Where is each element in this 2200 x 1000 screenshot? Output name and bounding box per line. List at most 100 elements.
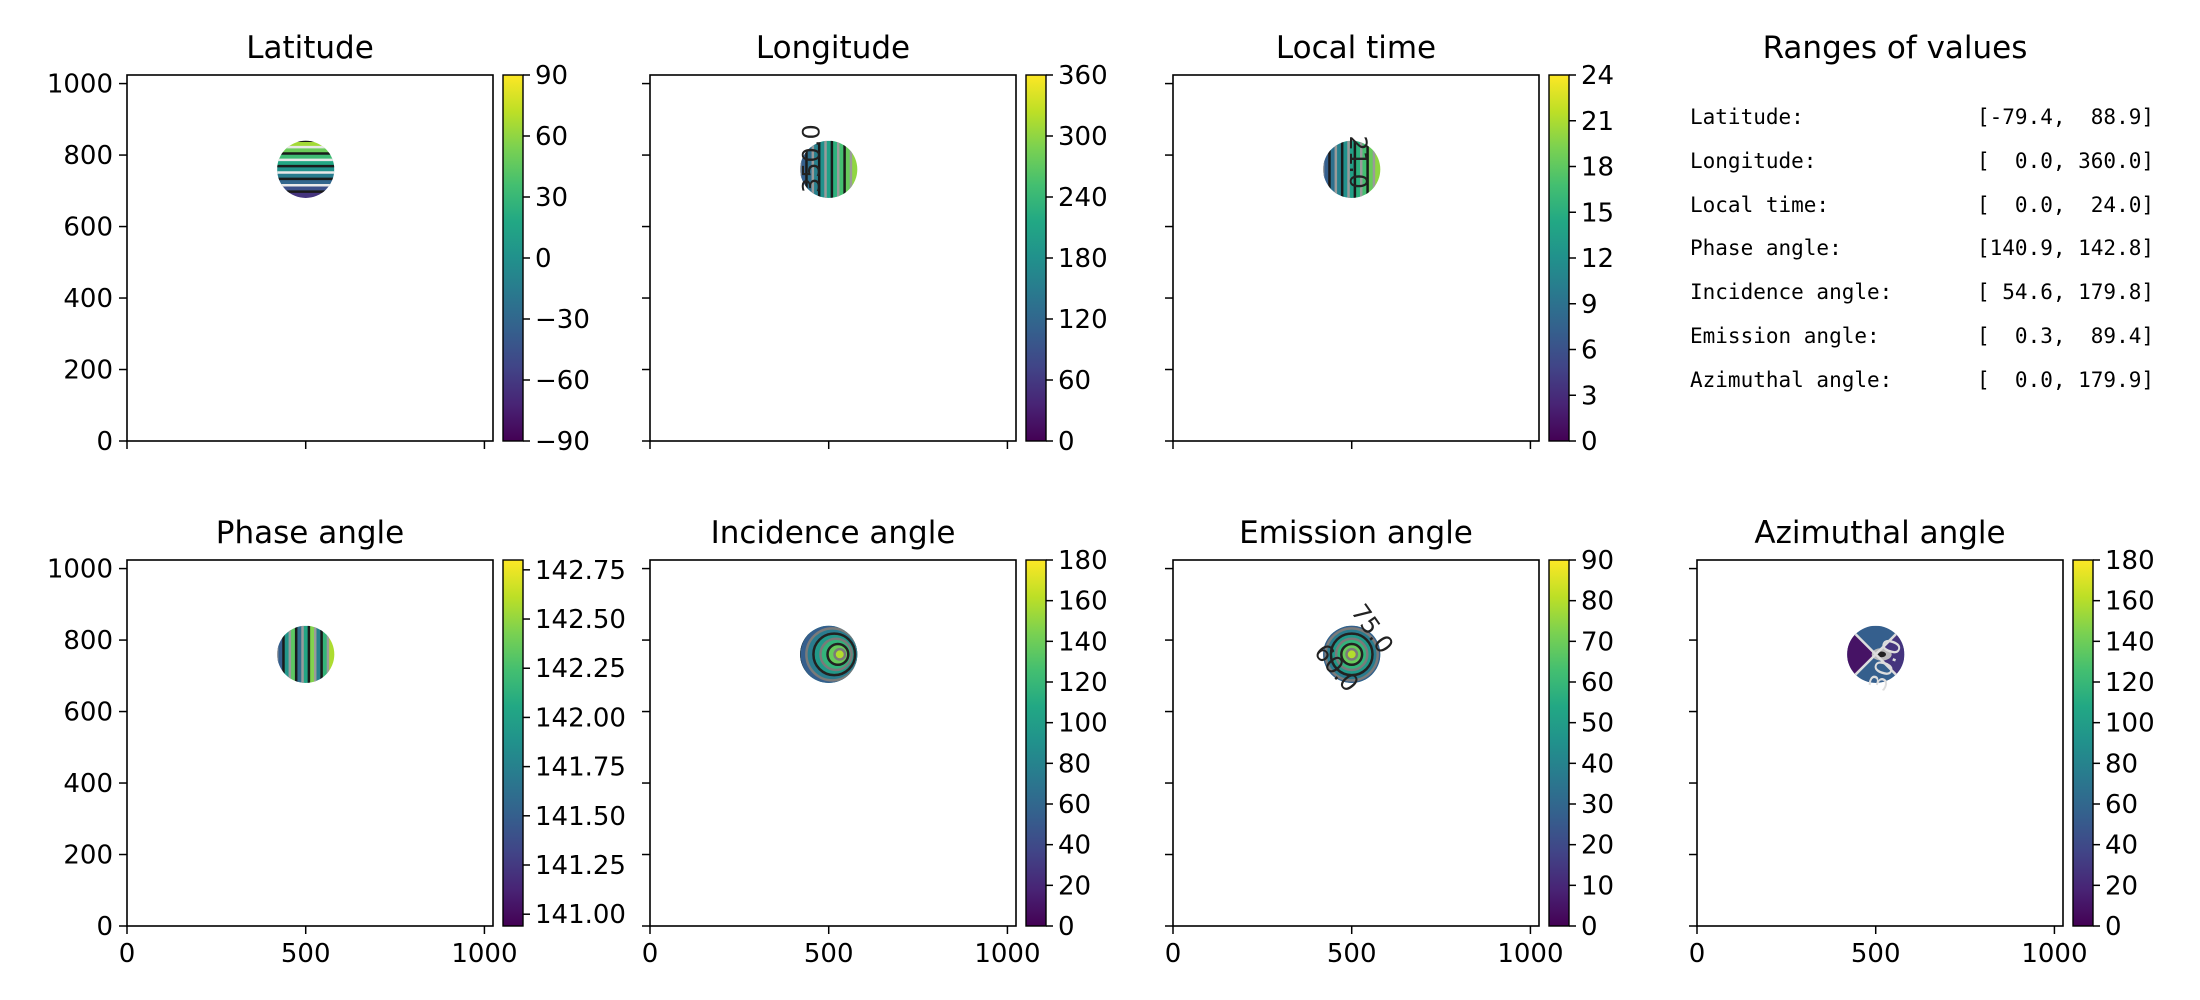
y-tick-label: 200 xyxy=(63,841,113,871)
colorbar-tick-label: 21 xyxy=(1581,107,1614,137)
colorbar-tick-label: −30 xyxy=(535,305,590,335)
data-band xyxy=(1348,140,1356,198)
y-tick-label: 600 xyxy=(63,213,113,243)
axes-frame xyxy=(126,74,494,442)
colorbar-tick-label: 300 xyxy=(1058,122,1108,152)
data-band xyxy=(296,625,304,683)
x-tick-label: 0 xyxy=(642,939,659,969)
panel-longitude: Longitude 350.0 360 300 240 180 120 60 0 xyxy=(642,30,1108,457)
data-band xyxy=(308,625,316,683)
colorbar-tick-label: 50 xyxy=(1581,709,1614,739)
planet-disk xyxy=(1847,625,1905,683)
range-value: [ 54.6, 179.8] xyxy=(1977,280,2155,305)
x-tick-label: 1000 xyxy=(451,939,517,969)
data-band xyxy=(812,140,820,198)
contour-label: 21.0 xyxy=(1344,135,1372,188)
colorbar xyxy=(1548,74,1570,442)
colorbar-tick-label: 140 xyxy=(1058,627,1108,657)
panel-title: Phase angle xyxy=(216,515,404,551)
colorbar-tick-label: 0 xyxy=(1581,912,1598,942)
panel-local-time: Local time 21.0 24 21 18 15 12 9 6 3 0 xyxy=(1165,30,1614,457)
axes-frame xyxy=(649,74,1017,442)
x-tick-label: 1000 xyxy=(1497,939,1563,969)
colorbar xyxy=(2072,559,2094,927)
colorbar-tick-label: −60 xyxy=(535,366,590,396)
data-band xyxy=(277,625,284,683)
x-tick-label: 1000 xyxy=(974,939,1040,969)
data-band xyxy=(315,625,323,683)
range-label: Longitude: xyxy=(1690,148,1817,173)
range-label: Emission angle: xyxy=(1690,323,1880,348)
x-tick-label: 0 xyxy=(1165,939,1182,969)
colorbar-tick-label: 0 xyxy=(1581,427,1598,457)
x-tick-label: 0 xyxy=(1689,939,1706,969)
colorbar-tick-label: 40 xyxy=(2105,831,2138,861)
data-band xyxy=(277,191,335,198)
colorbar-tick-label: 60 xyxy=(2105,790,2138,820)
colorbar-tick-label: 40 xyxy=(1581,749,1614,779)
panel-title: Latitude xyxy=(246,30,374,66)
data-band xyxy=(277,172,335,180)
range-row-emission-angle: Emission angle: [ 0.3, 89.4] xyxy=(1690,324,2190,368)
y-tick-label: 1000 xyxy=(47,70,113,100)
x-tick-label: 1000 xyxy=(2021,939,2087,969)
range-label: Phase angle: xyxy=(1690,236,1842,261)
ranges-panel: Latitude: [-79.4, 88.9] Longitude: [ 0.0… xyxy=(1690,105,2190,412)
range-value: [140.9, 142.8] xyxy=(1977,236,2155,261)
data-band xyxy=(277,185,335,193)
colorbar-tick-label: 141.75 xyxy=(535,753,626,783)
data-band xyxy=(277,166,335,174)
y-tick-label: 200 xyxy=(63,356,113,386)
data-wedge xyxy=(1847,625,1876,683)
panel-title: Incidence angle xyxy=(711,515,956,551)
colorbar-tick-label: 80 xyxy=(1581,587,1614,617)
colorbar-tick-label: 80 xyxy=(1058,749,1091,779)
colorbar-tick-label: 60 xyxy=(535,122,568,152)
x-tick-label: 500 xyxy=(281,939,331,969)
colorbar-tick-label: 20 xyxy=(2105,871,2138,901)
colorbar-tick-label: 142.00 xyxy=(535,703,626,733)
x-tick-label: 0 xyxy=(119,939,136,969)
data-band xyxy=(1367,140,1375,198)
data-band xyxy=(1361,140,1369,198)
axes-frame xyxy=(1172,559,1540,927)
colorbar-tick-label: 0 xyxy=(1058,427,1075,457)
data-band xyxy=(1354,140,1362,198)
panel-ranges-of-values: Ranges of values xyxy=(1763,30,2028,66)
colorbar-tick-label: 0 xyxy=(1058,912,1075,942)
data-band xyxy=(1335,140,1343,198)
colorbar-tick-label: 180 xyxy=(1058,244,1108,274)
y-tick-label: 800 xyxy=(63,141,113,171)
colorbar-tick-label: 141.25 xyxy=(535,851,626,881)
data-band xyxy=(277,178,335,186)
colorbar-tick-label: 90 xyxy=(1581,546,1614,576)
colorbar-tick-label: 120 xyxy=(1058,305,1108,335)
range-label: Incidence angle: xyxy=(1690,280,1893,305)
contour-ring xyxy=(1345,647,1359,661)
colorbar-tick-label: 40 xyxy=(1058,831,1091,861)
colorbar-tick-label: 60 xyxy=(1058,790,1091,820)
data-band xyxy=(831,140,839,198)
range-value: [-79.4, 88.9] xyxy=(1977,105,2155,129)
panel-title: Ranges of values xyxy=(1763,30,2028,66)
data-band xyxy=(825,140,833,198)
range-row-azimuthal-angle: Azimuthal angle: [ 0.0, 179.9] xyxy=(1690,368,2190,412)
colorbar-tick-label: 160 xyxy=(1058,587,1108,617)
data-band xyxy=(800,140,807,198)
colorbar-tick-label: 141.50 xyxy=(535,802,626,832)
axes-frame xyxy=(1696,559,2064,927)
y-tick-label: 1000 xyxy=(47,555,113,585)
contour-ring xyxy=(833,647,847,661)
data-band xyxy=(838,140,846,198)
colorbar-tick-label: 20 xyxy=(1058,871,1091,901)
data-band xyxy=(277,159,335,167)
colorbar-tick-label: 12 xyxy=(1581,244,1614,274)
range-value: [ 0.0, 360.0] xyxy=(1977,148,2155,173)
colorbar-tick-label: 100 xyxy=(2105,709,2155,739)
colorbar-tick-label: 80 xyxy=(2105,749,2138,779)
data-band xyxy=(277,153,335,161)
planet-disk xyxy=(1323,625,1381,683)
